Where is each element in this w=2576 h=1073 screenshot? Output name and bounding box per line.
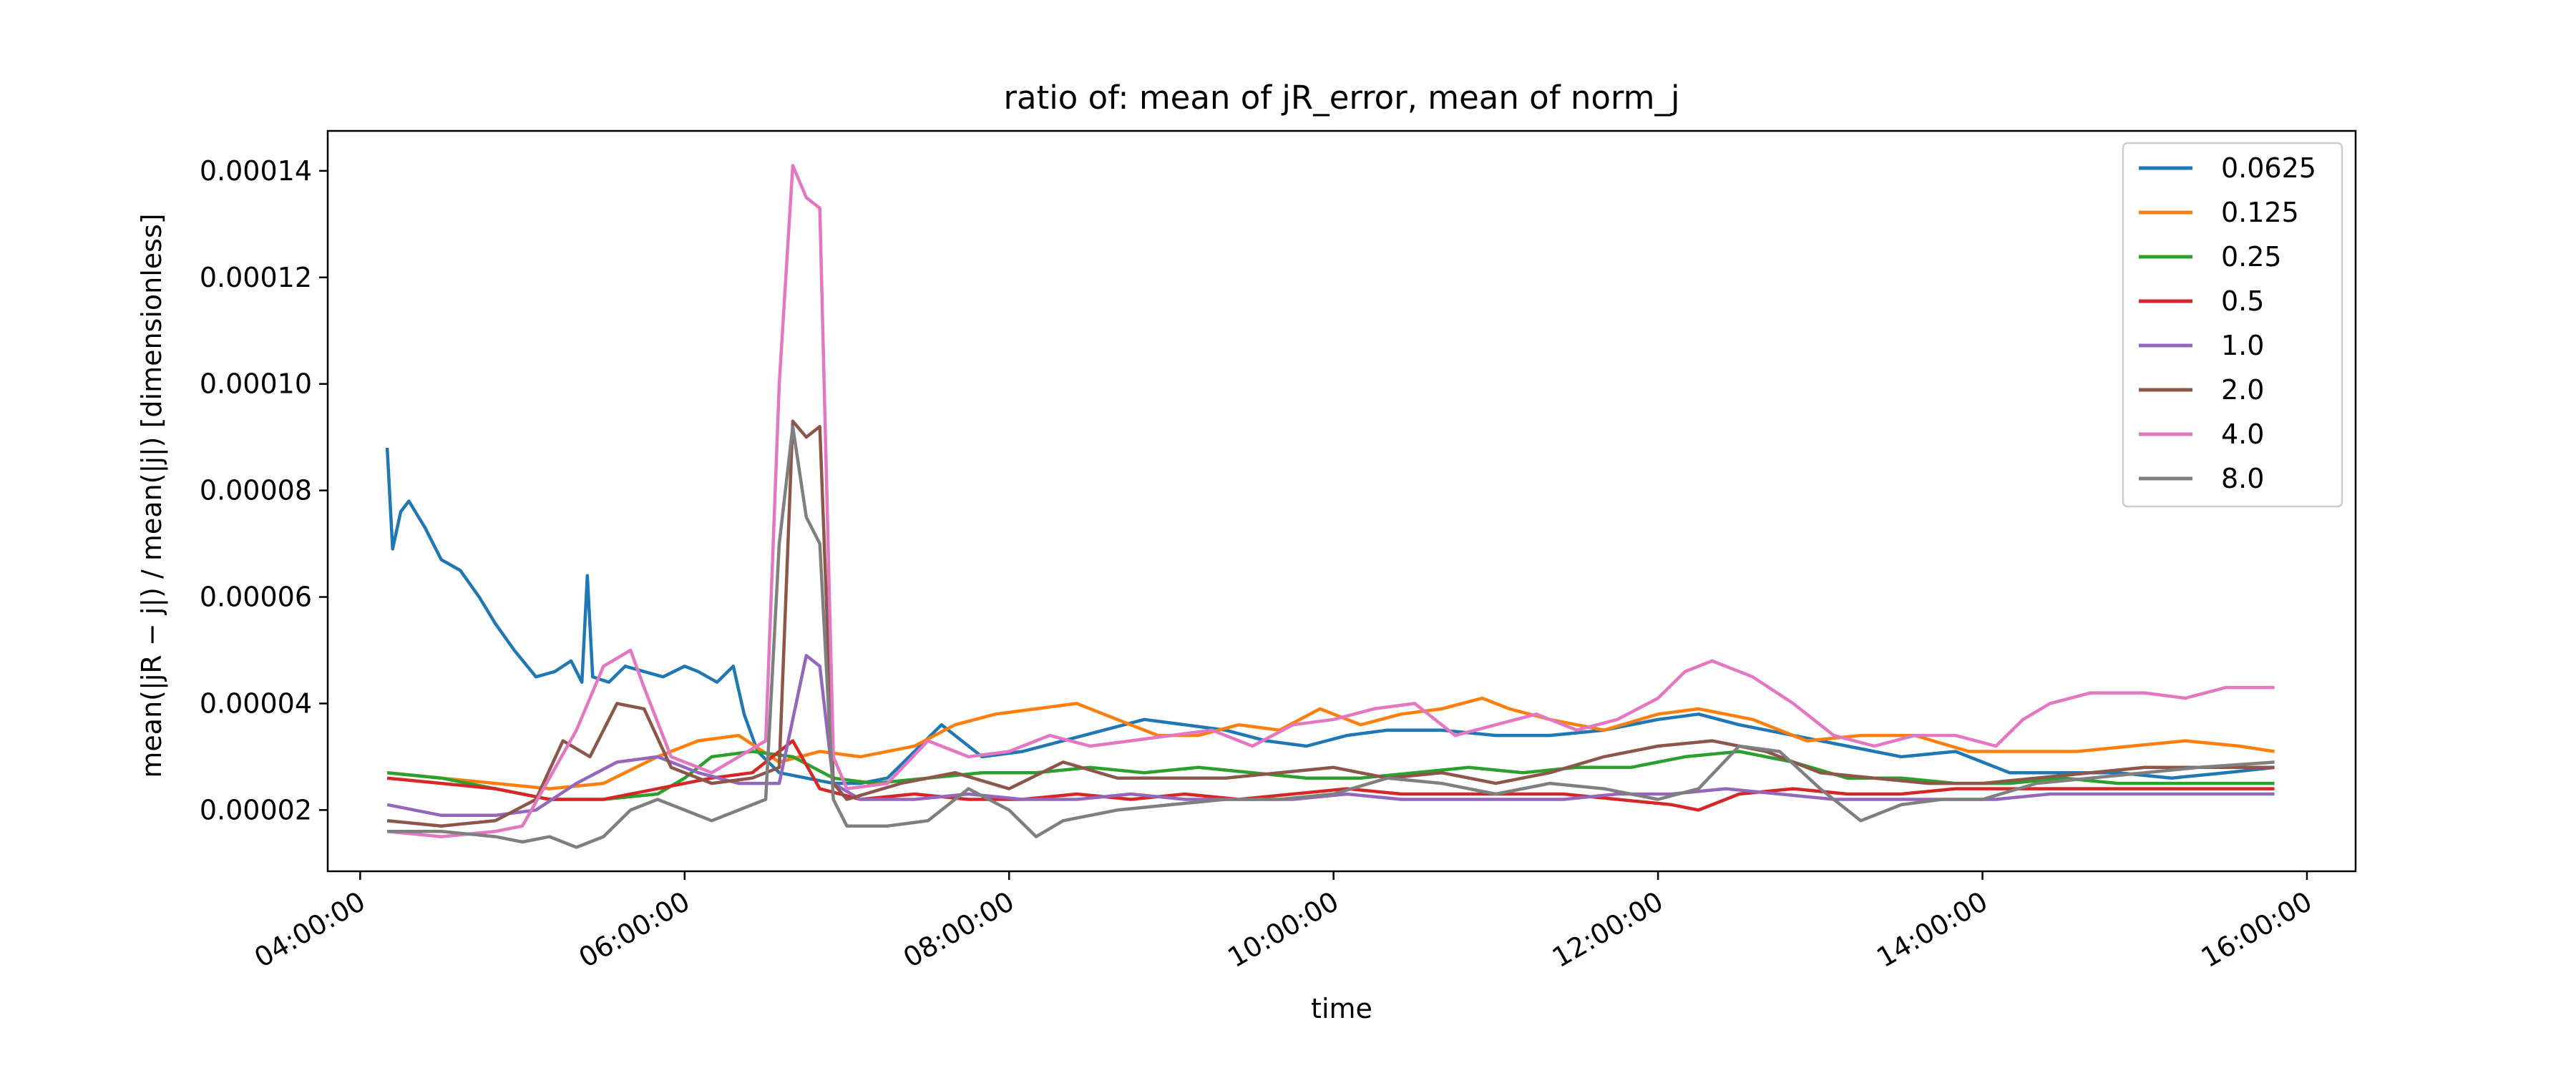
legend-label: 1.0 xyxy=(2221,330,2264,361)
y-axis: 0.00002 0.00004 0.00006 0.00008 0.00010 0.000… xyxy=(200,155,328,825)
legend-label: 0.0625 xyxy=(2221,152,2316,184)
y-tick-label: 0.00010 xyxy=(200,368,312,400)
chart-title: ratio of: mean of jR_error, mean of norm… xyxy=(1004,79,1680,117)
legend: 0.0625 0.125 0.25 0.5 1.0 2.0 4.0 8.0 xyxy=(2122,142,2343,508)
series-line-0.0625 xyxy=(385,447,2275,785)
series-layer xyxy=(385,164,2275,849)
y-tick-label: 0.00014 xyxy=(200,155,312,187)
series-line-4.0 xyxy=(386,164,2275,838)
y-tick-label: 0.00004 xyxy=(200,687,312,719)
legend-label: 4.0 xyxy=(2221,418,2264,450)
y-tick-label: 0.00008 xyxy=(200,475,312,506)
plot-frame xyxy=(326,129,2357,873)
series-line-0.125 xyxy=(386,696,2275,790)
y-tick-label: 0.00012 xyxy=(200,262,312,293)
series-line-2.0 xyxy=(386,419,2275,828)
y-tick-label: 0.00002 xyxy=(200,794,312,825)
y-tick-label: 0.00006 xyxy=(200,582,312,613)
legend-label: 0.125 xyxy=(2221,197,2299,228)
x-axis-label: time xyxy=(1311,993,1372,1024)
legend-label: 2.0 xyxy=(2221,374,2264,406)
y-axis-label: mean(|jR − j|) / mean(|j|) [dimensionles… xyxy=(136,213,168,778)
legend-label: 0.5 xyxy=(2221,285,2264,317)
series-line-8.0 xyxy=(387,425,2275,849)
legend-label: 0.25 xyxy=(2221,241,2282,273)
legend-label: 8.0 xyxy=(2221,463,2264,494)
legend-box xyxy=(2122,142,2343,508)
